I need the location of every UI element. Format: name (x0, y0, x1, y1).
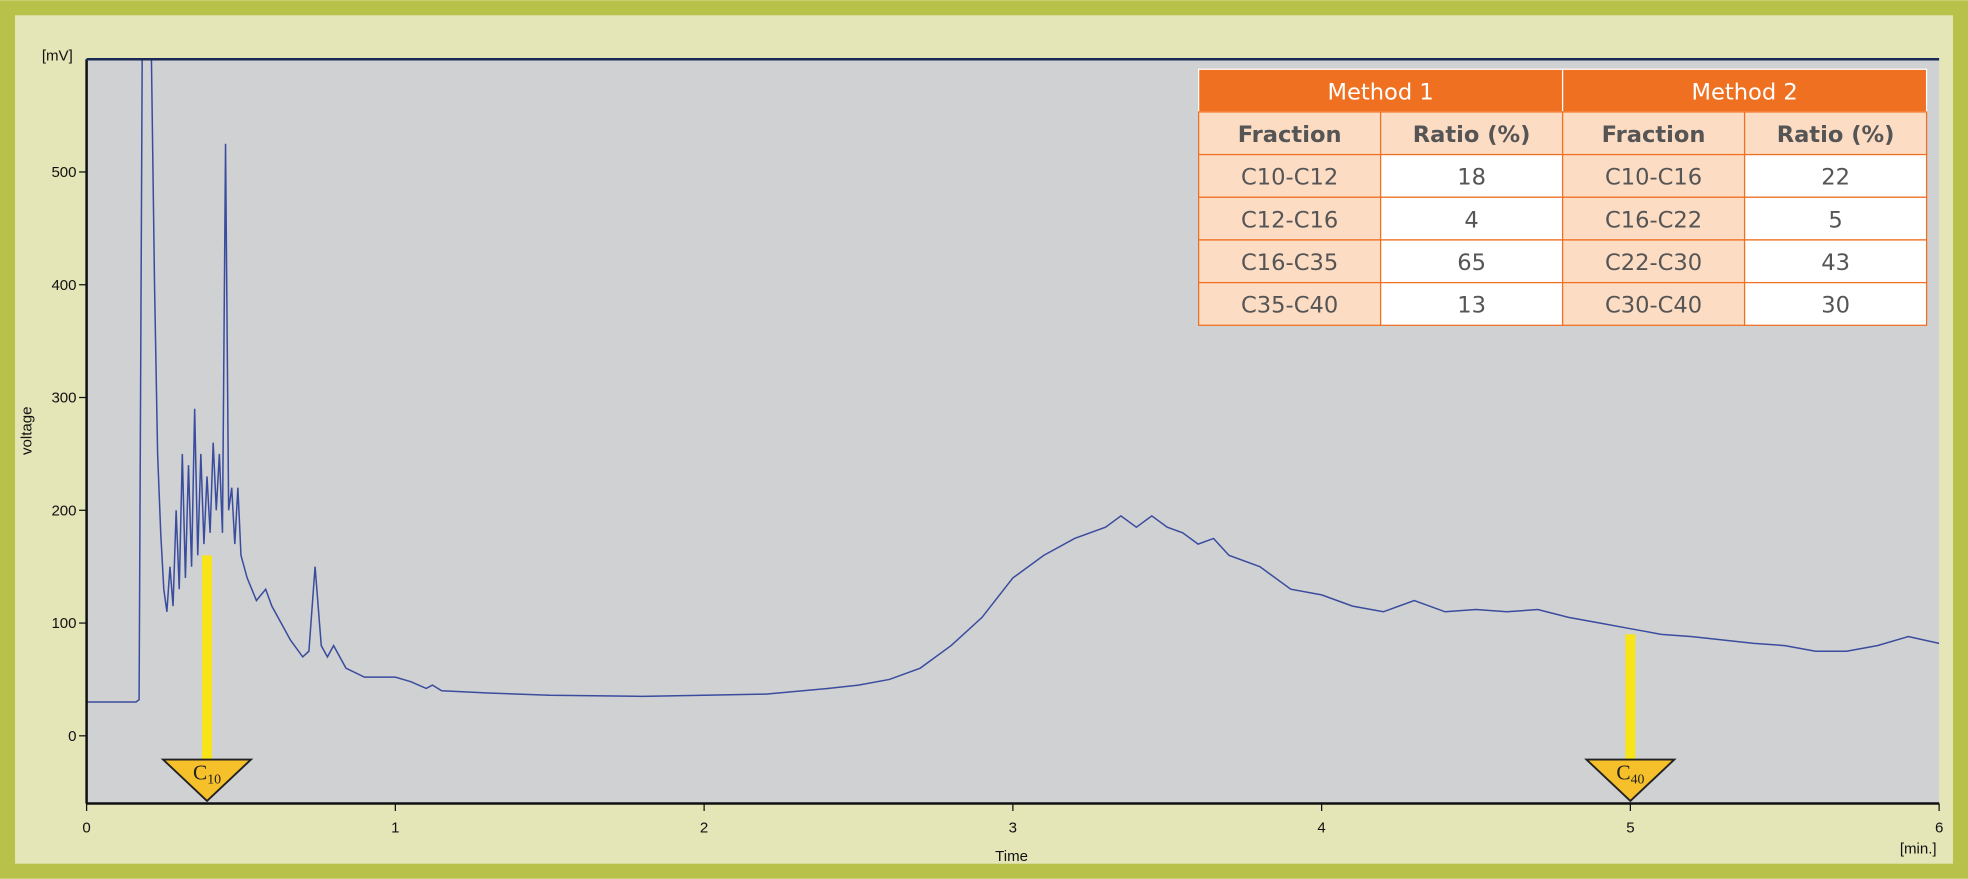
column-header-cell (1197, 111, 1382, 156)
table-cell-text: C12-C16 (1241, 207, 1338, 233)
x-tick-label: 1 (391, 819, 399, 836)
table-cell-text: 4 (1464, 207, 1478, 233)
table-cell (1197, 196, 1382, 241)
table-cell (1743, 196, 1928, 241)
table-cell (1743, 281, 1928, 326)
table-cell-text: C22-C30 (1605, 250, 1702, 276)
x-tick-label: 6 (1935, 819, 1943, 836)
marker-bar (201, 555, 213, 760)
marker-letter: C (193, 761, 207, 785)
table-cell-text: 18 (1457, 165, 1486, 191)
x-tick-label: 3 (1009, 819, 1017, 836)
y-tick-label: 500 (51, 164, 76, 181)
table-cell (1379, 153, 1564, 198)
x-tick-label: 4 (1317, 819, 1325, 836)
group-header: Method 2 (1691, 79, 1797, 105)
marker-triangle (160, 758, 254, 803)
marker-subscript: 40 (1631, 771, 1645, 786)
y-tick-label: 0 (68, 728, 76, 745)
table-cell (1561, 153, 1746, 198)
marker-letter: C (1616, 761, 1630, 785)
y-tick-label: 400 (51, 277, 76, 294)
y-tick-label: 100 (51, 615, 76, 632)
group-header: Method 1 (1327, 79, 1433, 105)
group-header-cell (1561, 68, 1928, 113)
table-cell-text: C10-C12 (1241, 165, 1338, 191)
column-header: Fraction (1602, 122, 1706, 148)
column-header-cell (1743, 111, 1928, 156)
table-cell (1197, 239, 1382, 284)
column-header: Fraction (1238, 122, 1342, 148)
x-tick-label: 0 (82, 819, 90, 836)
table-cell (1561, 239, 1746, 284)
marker-label: C10 (193, 761, 221, 787)
marker-subscript: 10 (207, 771, 221, 786)
y-tick-label: 200 (51, 502, 76, 519)
table-cell (1197, 281, 1382, 326)
column-header-cell (1561, 111, 1746, 156)
marker-label: C40 (1616, 761, 1644, 787)
y-tick-label: 300 (51, 390, 76, 407)
marker-triangle (1584, 758, 1677, 803)
x-axis-label: Time (995, 848, 1028, 865)
data-line (86, 59, 1940, 703)
column-header-cell (1379, 111, 1564, 156)
table-cell-text: C35-C40 (1241, 293, 1338, 319)
table-cell-text: 43 (1821, 250, 1850, 276)
table-cell-text: C16-C22 (1605, 207, 1702, 233)
x-tick-label: 5 (1626, 819, 1634, 836)
table-cell (1743, 239, 1928, 284)
x-unit: [min.] (1900, 841, 1937, 858)
marker-bar (1625, 634, 1636, 760)
group-header-cell (1197, 68, 1564, 113)
table-cell (1743, 153, 1928, 198)
column-header: Ratio (%) (1413, 122, 1531, 148)
ratio-table: Method 1 Method 2 Fraction Ratio (%) Fractio… (1197, 68, 1928, 326)
table-cell-text: 5 (1828, 207, 1842, 233)
table-cell-text: C16-C35 (1241, 250, 1338, 276)
table-cell-text: C10-C16 (1605, 165, 1702, 191)
y-axis-label: voltage (18, 406, 35, 455)
table-cell-text: 30 (1821, 293, 1850, 319)
table-cell-text: 22 (1821, 165, 1850, 191)
table-cell-text: 65 (1457, 250, 1486, 276)
table-cell (1379, 281, 1564, 326)
table-cell-text: C30-C40 (1605, 293, 1702, 319)
y-unit: [mV] (42, 47, 73, 64)
table-cell-text: 13 (1457, 293, 1486, 319)
x-tick-label: 2 (700, 819, 708, 836)
column-header: Ratio (%) (1777, 122, 1895, 148)
